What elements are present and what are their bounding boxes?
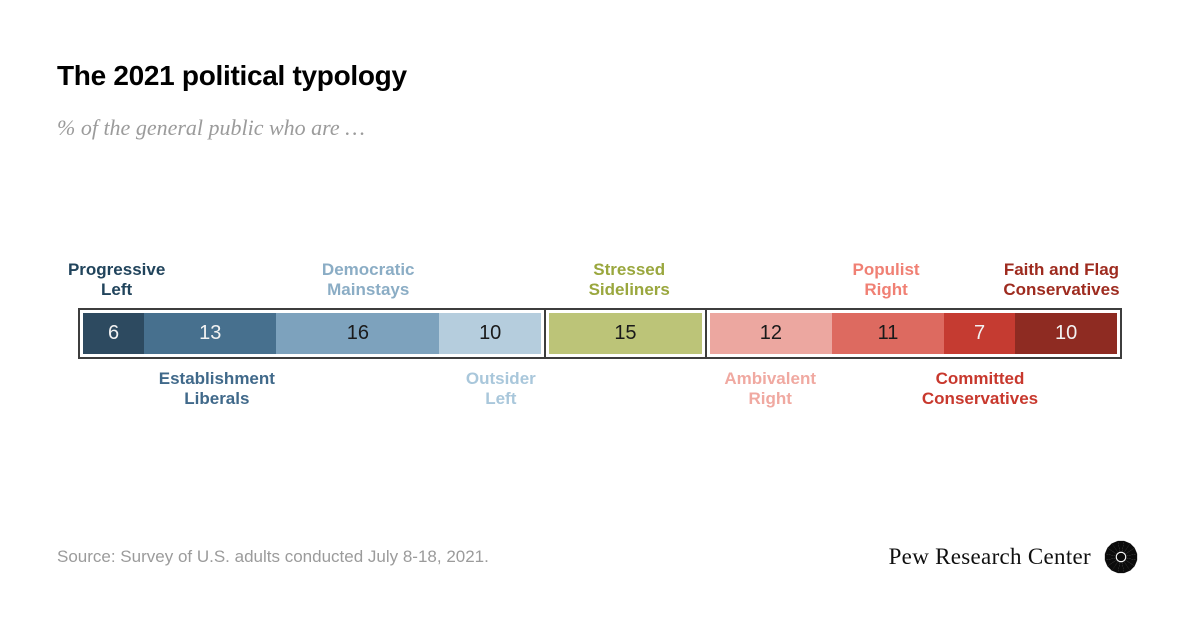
bar-segment-progressive-left: 6 <box>83 313 145 354</box>
bar-segment-stressed-sideliners: 15 <box>549 313 702 354</box>
stacked-bar: 6 13 16 10 15 12 11 7 10 <box>78 308 1122 359</box>
bar-segment-establishment-liberals: 13 <box>144 313 277 354</box>
bar-group-republican-leaning: 12 11 7 10 <box>704 310 1120 357</box>
segment-label-stressed-sideliners: Stressed Sideliners <box>588 260 670 299</box>
segment-label-democratic-mainstays: Democratic Mainstays <box>321 260 415 299</box>
bar-segment-populist-right: 11 <box>831 313 944 354</box>
labels-below: Establishment Liberals Outsider Left Ambiv… <box>78 359 1122 429</box>
bar-group-democratic-leaning: 6 13 16 10 <box>80 310 544 357</box>
segment-label-progressive-left: Progressive Left <box>67 260 166 299</box>
page-title: The 2021 political typology <box>57 60 407 91</box>
bar-group-middle: 15 <box>544 310 705 357</box>
labels-above: Progressive Left Democratic Mainstays Stre… <box>68 240 1122 308</box>
bar-segment-ambivalent-right: 12 <box>709 313 832 354</box>
typology-chart: Progressive Left Democratic Mainstays Stre… <box>68 240 1122 429</box>
segment-label-populist-right: Populist Right <box>852 260 920 299</box>
segment-label-establishment-liberals: Establishment Liberals <box>158 369 275 408</box>
segment-label-committed-conservatives: Committed Conservatives <box>921 369 1039 408</box>
page-subtitle: % of the general public who are … <box>57 115 365 140</box>
bar-segment-outsider-left: 10 <box>439 313 542 354</box>
pew-logo-text: Pew Research Center <box>888 544 1091 569</box>
segment-label-outsider-left: Outsider Left <box>465 369 536 408</box>
bar-segment-committed-conservatives: 7 <box>943 313 1016 354</box>
segment-label-ambivalent-right: Ambivalent Right <box>724 369 816 408</box>
pew-logo: Pew Research Center <box>889 538 1140 576</box>
source-note: Source: Survey of U.S. adults conducted … <box>57 547 489 566</box>
bar-segment-faith-and-flag-conservatives: 10 <box>1015 313 1117 354</box>
segment-label-faith-and-flag-conservatives: Faith and Flag Conservatives <box>1003 260 1120 299</box>
pew-starburst-icon <box>1104 540 1138 574</box>
bar-segment-democratic-mainstays: 16 <box>276 313 440 354</box>
